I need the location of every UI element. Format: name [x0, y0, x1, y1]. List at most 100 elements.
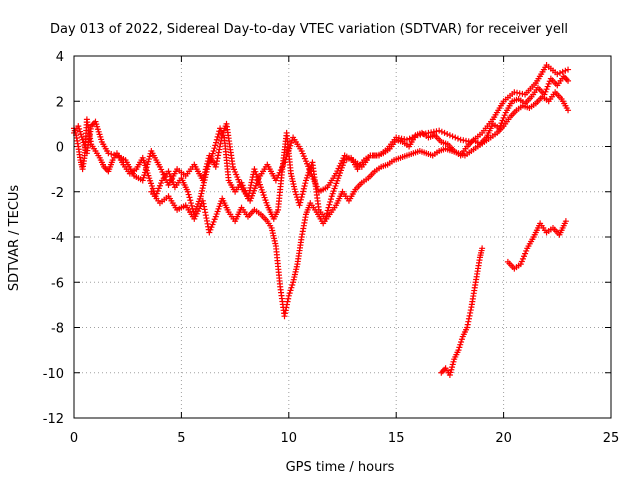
data-point: [165, 168, 172, 175]
data-point: [206, 229, 213, 236]
y-tick-label: -8: [51, 322, 64, 337]
data-point: [518, 258, 525, 265]
data-point: [450, 358, 457, 365]
data-point: [406, 135, 413, 142]
data-point: [554, 71, 561, 78]
data-point: [140, 174, 147, 181]
data-point: [146, 153, 153, 160]
data-point: [188, 202, 195, 209]
data-point: [501, 112, 508, 119]
data-point: [299, 191, 306, 198]
data-point: [77, 131, 84, 138]
data-point: [544, 83, 551, 90]
data-point: [300, 185, 307, 192]
y-tick-label: 2: [56, 95, 64, 110]
data-point: [467, 309, 474, 316]
data-point: [441, 129, 448, 136]
y-axis-label: SDTVAR / TECUs: [7, 185, 22, 292]
data-point: [144, 161, 151, 168]
data-point: [142, 166, 149, 173]
data-point: [522, 250, 529, 257]
data-point: [447, 369, 454, 376]
data-point: [562, 218, 569, 225]
data-point: [546, 78, 553, 85]
tick-label-layer: 0 5 10 15 20 25 -12 -10 -8 -6 -4 -2 0 2 4: [43, 50, 620, 446]
data-point: [80, 139, 87, 146]
data-point: [499, 117, 506, 124]
data-point: [293, 191, 300, 198]
data-point: [157, 180, 164, 187]
data-point: [185, 191, 192, 198]
data-point: [292, 188, 299, 195]
data-point: [197, 193, 204, 200]
data-point: [283, 301, 290, 308]
data-point: [452, 134, 459, 141]
y-tick-label: 4: [56, 50, 64, 65]
data-point: [464, 324, 471, 331]
data-point: [327, 198, 334, 205]
series-main-trace: [71, 73, 572, 222]
data-point: [108, 151, 115, 158]
data-point: [201, 171, 208, 178]
data-point: [155, 185, 162, 192]
data-point: [458, 338, 465, 345]
plot-border: [73, 55, 612, 419]
data-point: [213, 136, 220, 143]
data-point: [565, 66, 572, 73]
data-point: [212, 142, 219, 149]
data-point: [562, 67, 569, 74]
data-point: [449, 364, 456, 371]
data-point: [198, 190, 205, 197]
data-point: [296, 202, 303, 209]
data-point: [479, 245, 486, 252]
data-point: [285, 148, 292, 155]
data-point: [79, 136, 86, 143]
data-point: [323, 210, 330, 217]
data-point: [458, 336, 465, 343]
data-point: [300, 188, 307, 195]
data-point: [283, 153, 290, 160]
data-point: [465, 315, 472, 322]
data-point: [289, 281, 296, 288]
data-point: [211, 216, 218, 223]
data-point: [298, 194, 305, 201]
data-point: [449, 133, 456, 140]
data-point: [327, 196, 334, 203]
data-point: [200, 174, 207, 181]
data-point: [556, 69, 563, 76]
data-point: [324, 207, 331, 214]
y-tick-label: -6: [51, 276, 64, 291]
data-point: [214, 133, 221, 140]
data-point: [199, 177, 206, 184]
y-tick-label: -12: [43, 412, 64, 427]
data-point: [519, 255, 526, 262]
data-point: [411, 133, 418, 140]
data-point: [166, 171, 173, 178]
data-point: [438, 128, 445, 135]
data-point: [466, 312, 473, 319]
data-point: [523, 247, 530, 254]
data-point: [286, 290, 293, 297]
data-point: [454, 135, 461, 142]
grid-layer: [74, 56, 611, 418]
data-point: [207, 226, 214, 233]
data-point: [202, 166, 209, 173]
data-layer: [71, 62, 572, 379]
data-point: [285, 292, 292, 299]
data-point: [76, 125, 83, 132]
data-point: [215, 131, 222, 138]
data-point: [288, 284, 295, 291]
data-point: [284, 151, 291, 158]
data-point: [565, 107, 572, 114]
data-point: [199, 185, 206, 192]
data-point: [156, 182, 163, 189]
data-point: [139, 177, 146, 184]
data-point: [209, 221, 216, 228]
x-tick-label: 0: [70, 431, 78, 446]
data-point: [457, 341, 464, 348]
data-point: [141, 172, 148, 179]
series-isolated-segment-1: [438, 245, 486, 379]
data-point: [287, 142, 294, 149]
